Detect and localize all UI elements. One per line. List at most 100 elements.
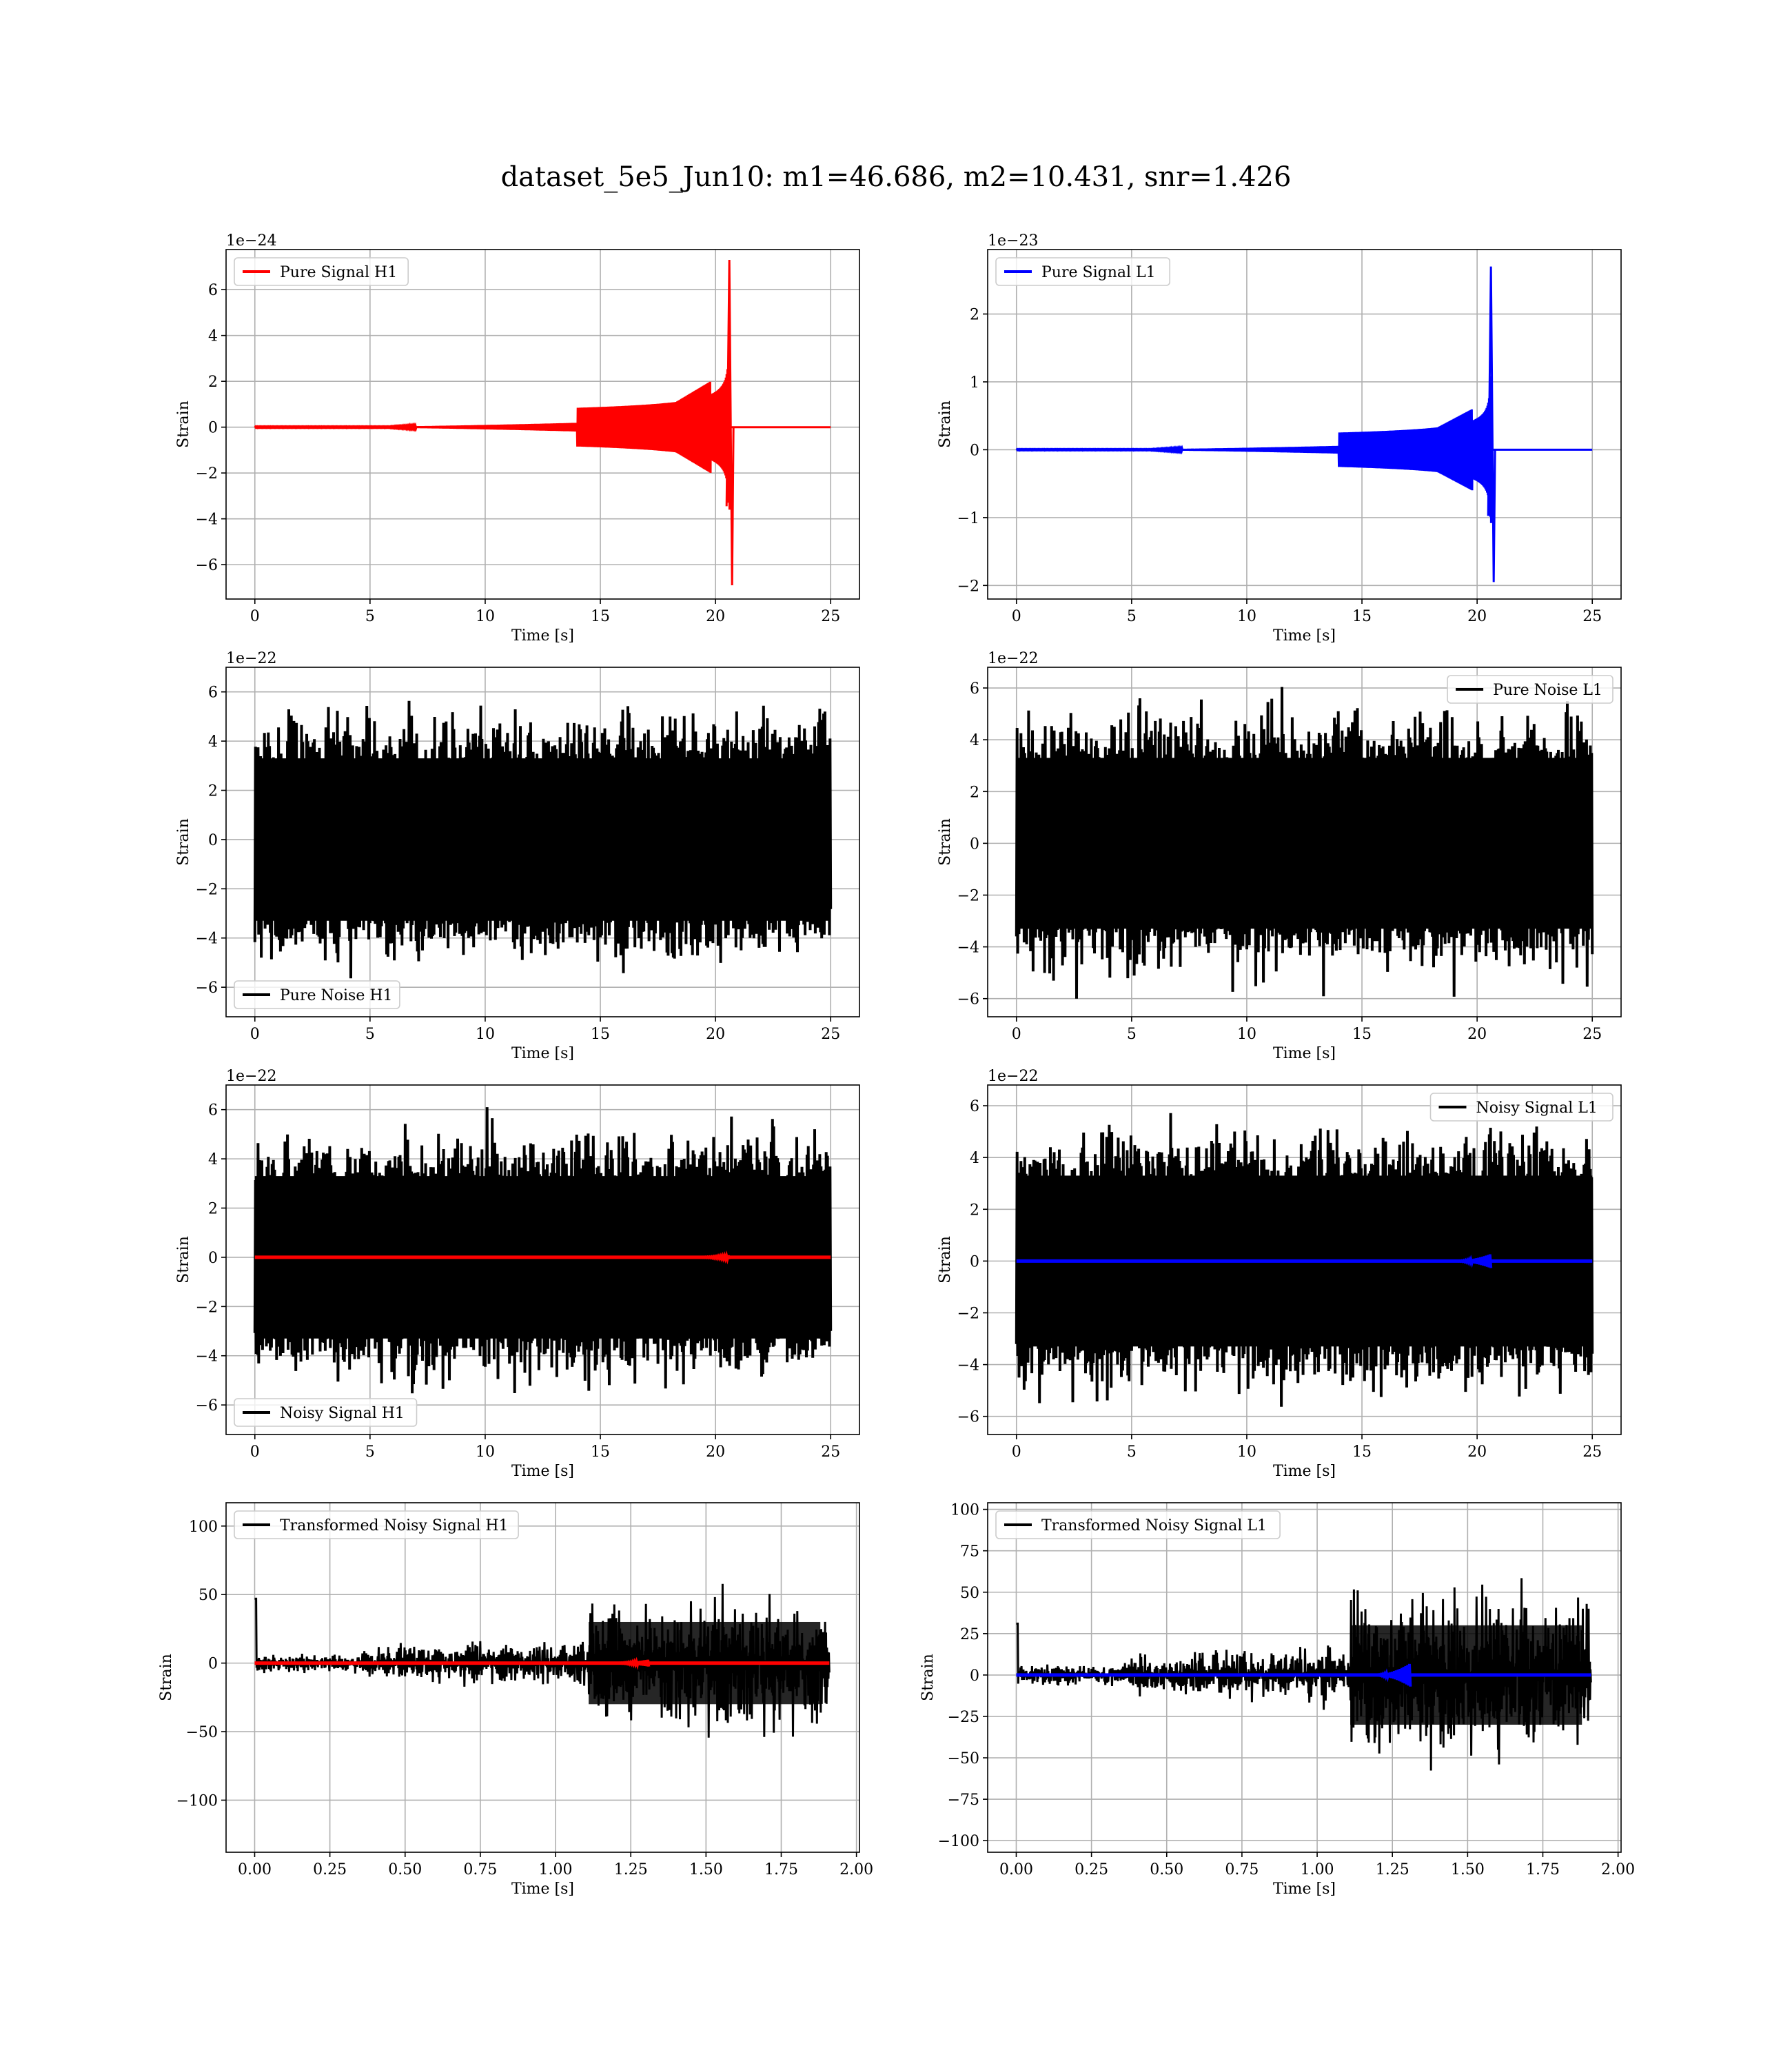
x-tick-label: 0.75 bbox=[463, 1861, 497, 1878]
y-tick-label: 50 bbox=[198, 1587, 218, 1604]
x-tick-label: 5 bbox=[1127, 1026, 1137, 1043]
legend-label: Noisy Signal H1 bbox=[280, 1405, 405, 1422]
y-tick-label: −2 bbox=[196, 881, 218, 898]
x-tick-label: 25 bbox=[821, 608, 840, 625]
axes-frame bbox=[225, 249, 860, 600]
y-offset-label: 1e−22 bbox=[988, 650, 1038, 667]
x-tick-label: 0 bbox=[250, 1443, 260, 1461]
panel-2: 0 5 10 15 20 25 −2 −1 0 1 2 Time [s] Strain 1e−23Pure… bbox=[937, 232, 1622, 645]
legend-box bbox=[1447, 675, 1613, 704]
x-tick-label: 15 bbox=[591, 1443, 610, 1461]
y-tick-label: −25 bbox=[948, 1709, 979, 1726]
y-tick-label: −1 bbox=[957, 510, 979, 527]
legend-label: Transformed Noisy Signal L1 bbox=[1041, 1517, 1267, 1534]
axes-frame bbox=[225, 667, 860, 1017]
legend: Noisy Signal L1 bbox=[1429, 1093, 1613, 1122]
y-tick-label: −50 bbox=[948, 1750, 979, 1767]
legend: Transformed Noisy Signal L1 bbox=[995, 1510, 1281, 1539]
legend-box bbox=[234, 1510, 519, 1539]
y-tick-label: 6 bbox=[208, 685, 218, 702]
y-axis-label: Strain bbox=[158, 1654, 175, 1701]
x-tick-label: 10 bbox=[476, 1443, 495, 1461]
x-tick-label: 10 bbox=[1237, 1443, 1256, 1461]
x-tick-label: 0.00 bbox=[999, 1861, 1033, 1878]
plot-area bbox=[253, 1107, 833, 1394]
plot-area bbox=[1016, 1578, 1592, 1771]
series-2-line-wiggle bbox=[1453, 1254, 1493, 1268]
x-tick-label: 5 bbox=[365, 1443, 375, 1461]
y-tick-label: −4 bbox=[196, 1348, 218, 1366]
y-tick-label: −6 bbox=[957, 1409, 979, 1426]
x-tick-label: 5 bbox=[1127, 1443, 1137, 1461]
y-tick-label: 0 bbox=[208, 832, 218, 849]
series-1-line bbox=[1015, 1113, 1594, 1407]
plot-area bbox=[254, 1583, 831, 1738]
x-tick-label: 0 bbox=[250, 1026, 260, 1043]
x-tick-label: 0 bbox=[1012, 1026, 1021, 1043]
y-tick-label: −6 bbox=[196, 1397, 218, 1415]
panel-8: 0.00 0.25 0.50 0.75 1.00 1.25 1.50 1.75 2.00 −100… bbox=[919, 1502, 1635, 1898]
plot-area bbox=[1015, 687, 1594, 999]
x-tick-label: 15 bbox=[1352, 1443, 1372, 1461]
x-axis-label: Time [s] bbox=[1273, 1463, 1336, 1480]
x-axis-label: Time [s] bbox=[1273, 1045, 1336, 1062]
y-tick-label: −100 bbox=[176, 1792, 218, 1810]
legend-box bbox=[995, 1510, 1281, 1539]
y-tick-label: −75 bbox=[948, 1792, 979, 1809]
legend-box bbox=[234, 257, 409, 286]
x-tick-label: 15 bbox=[1352, 608, 1372, 625]
x-tick-label: 20 bbox=[1467, 1443, 1487, 1461]
x-tick-label: 2.00 bbox=[839, 1861, 873, 1878]
figure-title: dataset_5e5_Jun10: m1=46.686, m2=10.431,… bbox=[501, 161, 1292, 193]
y-tick-label: 4 bbox=[208, 328, 218, 345]
panel-6: 0 5 10 15 20 25 −6 −4 −2 0 2 4 6 Time [s] Strain 1e−22 N… bbox=[937, 1068, 1622, 1480]
panel-1: 0 5 10 15 20 25 −6 −4 −2 0 2 4 6 Time [s] Strain 1e−24P… bbox=[175, 232, 860, 645]
series-1-line bbox=[254, 259, 831, 586]
panel-4: 0 5 10 15 20 25 −6 −4 −2 0 2 4 6 Time [s] Strain 1e−22 P… bbox=[937, 650, 1622, 1062]
y-tick-label: 2 bbox=[208, 374, 218, 391]
axes-frame bbox=[987, 667, 1622, 1017]
x-tick-label: 25 bbox=[1582, 1026, 1602, 1043]
axes-frame bbox=[987, 1502, 1622, 1853]
series-1-line bbox=[1015, 266, 1593, 582]
legend-label: Pure Signal H1 bbox=[280, 264, 397, 281]
x-tick-label: 0.25 bbox=[313, 1861, 347, 1878]
y-tick-label: 25 bbox=[960, 1626, 979, 1643]
y-axis-label: Strain bbox=[937, 1236, 954, 1284]
y-tick-label: −2 bbox=[196, 465, 218, 483]
x-tick-label: 0 bbox=[250, 608, 260, 625]
y-tick-label: 2 bbox=[970, 784, 979, 801]
y-tick-label: 6 bbox=[970, 1098, 979, 1115]
series-1-line bbox=[253, 1107, 833, 1394]
x-tick-label: 0.75 bbox=[1225, 1861, 1259, 1878]
x-tick-label: 0 bbox=[1012, 1443, 1021, 1461]
y-tick-label: 2 bbox=[970, 1202, 979, 1219]
y-tick-label: −2 bbox=[957, 887, 979, 904]
legend-label: Pure Signal L1 bbox=[1041, 264, 1156, 281]
legend-label: Pure Noise H1 bbox=[280, 987, 393, 1004]
x-tick-label: 25 bbox=[1582, 608, 1602, 625]
legend-label: Transformed Noisy Signal H1 bbox=[280, 1517, 509, 1534]
y-offset-label: 1e−24 bbox=[226, 232, 276, 250]
x-axis-label: Time [s] bbox=[511, 627, 574, 645]
legend: Pure Signal L1 bbox=[995, 257, 1170, 286]
y-tick-label: 2 bbox=[970, 307, 979, 324]
legend-box bbox=[234, 980, 400, 1009]
y-tick-label: 1 bbox=[970, 374, 979, 392]
x-tick-label: 15 bbox=[591, 608, 610, 625]
y-tick-label: −6 bbox=[196, 557, 218, 574]
x-axis-label: Time [s] bbox=[511, 1045, 574, 1062]
x-tick-label: 0.25 bbox=[1075, 1861, 1108, 1878]
y-tick-label: 75 bbox=[960, 1543, 979, 1561]
legend: Pure Noise L1 bbox=[1447, 675, 1613, 704]
x-tick-label: 10 bbox=[476, 608, 495, 625]
y-tick-label: −100 bbox=[938, 1833, 979, 1850]
y-tick-label: 2 bbox=[208, 783, 218, 800]
panel-7: 0.00 0.25 0.50 0.75 1.00 1.25 1.50 1.75 2.00 −100… bbox=[158, 1502, 873, 1898]
y-tick-label: −4 bbox=[196, 931, 218, 948]
axes-frame bbox=[225, 1502, 860, 1853]
y-offset-label: 1e−22 bbox=[226, 650, 276, 667]
axes-frame bbox=[987, 1084, 1622, 1435]
x-tick-label: 25 bbox=[821, 1026, 840, 1043]
